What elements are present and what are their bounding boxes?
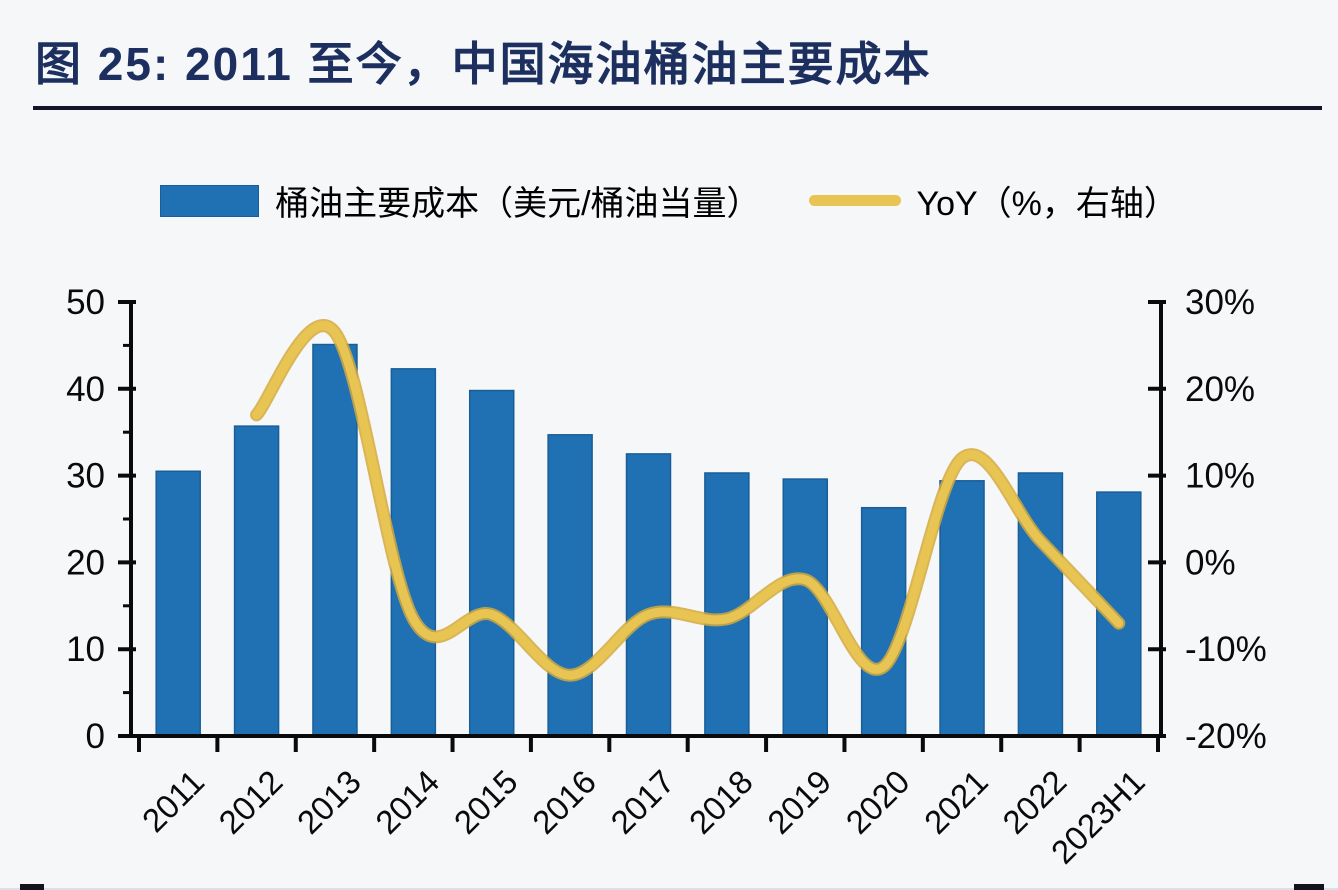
legend-bar-label: 桶油主要成本（美元/桶油当量） xyxy=(275,185,761,223)
bar-2013 xyxy=(312,343,358,737)
x-axis-label-2016: 2016 xyxy=(525,763,603,841)
yoy-line-outline xyxy=(250,319,1126,682)
footer-corner-mark-right xyxy=(1294,884,1324,890)
legend-bar-swatch-icon xyxy=(160,184,260,217)
x-axis-label-2017: 2017 xyxy=(603,763,681,841)
right-axis-tick-label: 20% xyxy=(1185,370,1255,409)
title-underline xyxy=(33,106,1322,110)
right-axis-tick-label: 0% xyxy=(1185,543,1236,582)
legend-line-label: YoY（%，右轴） xyxy=(916,185,1178,223)
footer-edge xyxy=(0,888,1338,890)
x-axis-label-2014: 2014 xyxy=(368,763,446,841)
bar-2015 xyxy=(468,389,515,737)
yoy-line-series xyxy=(250,319,1126,682)
left-axis-tick-label: 30 xyxy=(66,457,105,496)
left-axis-tick-label: 40 xyxy=(66,370,105,409)
yoy-line xyxy=(252,321,1124,680)
footer-corner-mark-left xyxy=(20,884,44,890)
bar-2017 xyxy=(625,453,672,737)
legend-item-bar: 桶油主要成本（美元/桶油当量） xyxy=(160,176,761,225)
bar-2012 xyxy=(233,425,280,737)
left-axis-tick-label: 10 xyxy=(66,630,105,669)
left-axis-tick-label: 50 xyxy=(66,283,105,322)
bar-2020 xyxy=(860,506,907,737)
x-axis-label-2012: 2012 xyxy=(211,763,289,841)
x-axis-label-2015: 2015 xyxy=(447,763,525,841)
bar-series xyxy=(155,343,1142,737)
x-axis-label-2021: 2021 xyxy=(917,763,995,841)
bar-2019 xyxy=(782,478,829,737)
legend-item-line: YoY（%，右轴） xyxy=(808,176,1178,225)
x-axis-label-2020: 2020 xyxy=(839,763,917,841)
x-axis-label-2011: 2011 xyxy=(135,763,211,839)
x-axis-label-2019: 2019 xyxy=(760,763,838,841)
figure-title: 图 25: 2011 至今，中国海油桶油主要成本 xyxy=(35,38,932,90)
right-axis-tick-label: 10% xyxy=(1185,457,1255,496)
right-axis-tick-label: 30% xyxy=(1185,283,1255,322)
chart-legend: 桶油主要成本（美元/桶油当量） YoY（%，右轴） xyxy=(0,176,1338,225)
right-axis-tick-label: -20% xyxy=(1185,717,1267,756)
x-axis-label-2013: 2013 xyxy=(290,763,368,841)
left-axis-tick-label: 0 xyxy=(86,717,105,756)
bar-2011 xyxy=(155,470,201,737)
bar-2021 xyxy=(939,480,985,737)
right-axis-tick-label: -10% xyxy=(1185,630,1267,669)
x-axis-label-2018: 2018 xyxy=(682,763,760,841)
legend-line-swatch-icon xyxy=(808,195,901,206)
bar-2016 xyxy=(547,434,593,737)
left-axis-tick-label: 20 xyxy=(66,543,105,582)
